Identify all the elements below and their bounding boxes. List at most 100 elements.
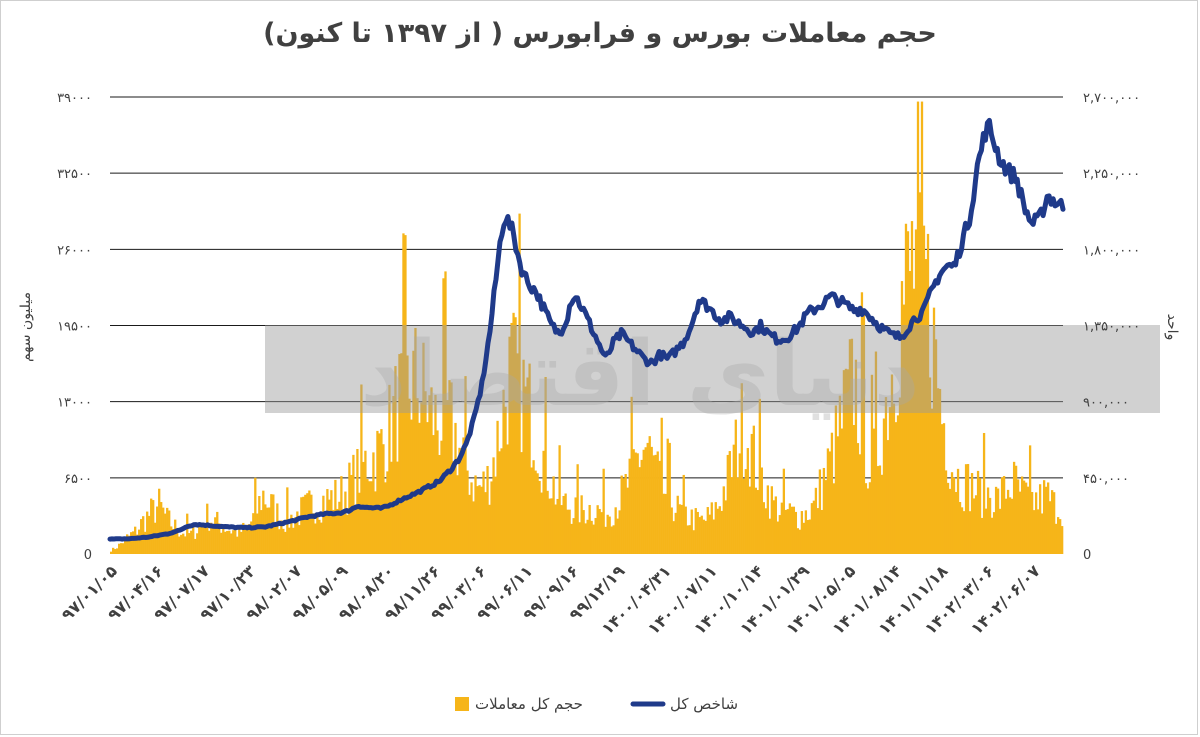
volume-bar [386,471,389,554]
volume-bar [1000,477,1004,554]
volume-bar [978,478,982,554]
volume-bar [582,510,585,554]
volume-bar [312,513,315,554]
volume-bar [898,397,902,554]
volume-bar [954,492,958,554]
volume-bar [438,455,441,554]
volume-bar [664,493,667,554]
volume-bar [408,398,411,554]
volume-bar [908,271,912,554]
volume-bar [1046,482,1050,554]
volume-bar [342,512,345,554]
volume-bar [852,425,856,554]
volume-bar [422,342,425,554]
volume-bar [402,233,405,554]
volume-bar [680,504,683,554]
volume-bar [706,507,709,554]
volume-bar [514,317,517,554]
volume-bar [584,523,587,554]
volume-bar [442,278,445,554]
volume-bar [604,526,607,554]
volume-bar [606,514,609,554]
volume-bar [808,519,812,554]
volume-bar [872,428,876,554]
left-tick-label: ۱۹۵۰۰ [57,320,92,335]
volume-bar [214,517,217,554]
volume-bar [252,513,255,554]
volume-bar [1048,501,1052,554]
volume-bar [428,395,431,554]
volume-bar [406,355,409,554]
volume-bar [550,498,553,554]
volume-bar [192,525,195,554]
left-tick-label: ۱۳۰۰۰ [57,396,92,411]
volume-bar [638,467,641,554]
volume-bar [840,428,844,554]
volume-bar [454,422,457,554]
volume-bar [222,528,225,554]
volume-bar [920,101,924,554]
volume-bar [674,512,677,554]
volume-bar [712,519,715,554]
volume-bar [364,450,367,554]
volume-bar [962,511,966,554]
volume-bar [506,444,509,554]
volume-bar [390,461,393,554]
volume-bar [616,518,619,554]
volume-bar [686,525,689,554]
volume-bar [982,432,986,554]
volume-bar [484,492,487,554]
volume-bar [368,481,371,554]
volume-bar [1042,480,1046,554]
volume-bar [984,508,988,554]
volume-bar [632,449,635,554]
volume-bar [642,449,645,554]
volume-bar [492,457,495,554]
volume-bar [326,489,329,554]
volume-bar [490,481,493,554]
volume-bar [786,509,790,554]
volume-bar [882,418,886,554]
volume-bar [204,527,207,554]
volume-bar [818,469,822,554]
volume-bar [188,533,191,554]
volume-bar [668,442,671,554]
volume-bar [420,402,423,554]
volume-bar [1044,486,1048,554]
volume-bar [592,524,595,554]
volume-bar [684,506,687,554]
volume-bar [486,465,489,554]
right-tick-label: ۴۵۰,۰۰۰ [1083,472,1129,487]
volume-bar [496,420,499,554]
volume-bar [510,322,513,554]
volume-bar [246,524,249,554]
volume-bar [276,503,279,554]
volume-bar [912,288,916,554]
volume-bar [306,493,309,554]
volume-bar [464,376,467,554]
volume-bar [526,377,529,554]
volume-bar [262,490,265,554]
volume-bar [610,526,613,554]
volume-bar [794,511,798,554]
volume-bar [194,538,197,554]
volume-bar [330,490,333,554]
volume-bar [210,522,213,554]
volume-bar [462,437,465,554]
watermark-text: دنیای اقتصاد [360,322,920,427]
volume-bar [476,486,479,554]
volume-bar [136,534,139,554]
volume-bar [918,192,922,554]
volume-bar [186,513,189,554]
volume-bar [998,508,1002,554]
volume-bar [328,499,331,554]
volume-bar [1014,465,1018,554]
volume-bar [180,534,183,554]
volume-bar [1050,490,1054,554]
volume-bar [234,529,237,554]
volume-bar [482,471,485,554]
volume-bar [746,448,749,554]
volume-bar [552,476,555,554]
volume-bar [354,507,357,554]
volume-bar [994,486,998,554]
